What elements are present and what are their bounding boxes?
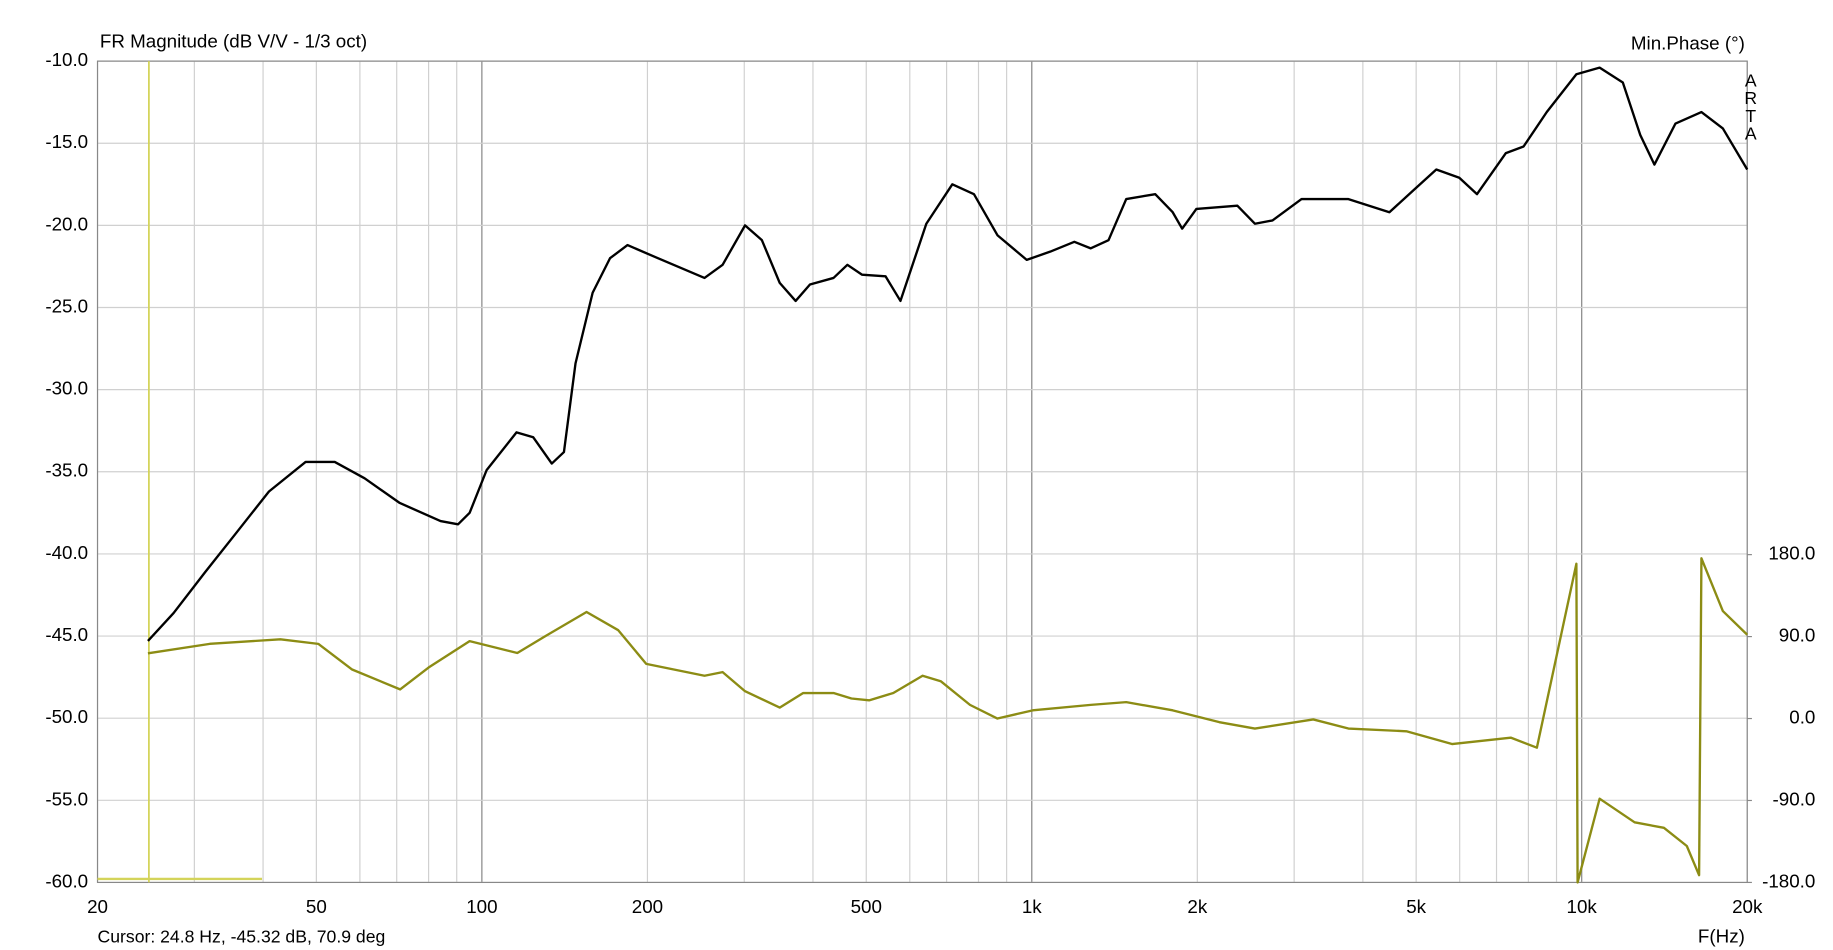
y2-tick-label: 0.0	[1789, 706, 1815, 727]
x-axis-label: F(Hz)	[1698, 926, 1745, 947]
x-tick-label: 1k	[1022, 896, 1042, 917]
x-tick-label: 20	[87, 896, 108, 917]
y2-tick-label: 90.0	[1779, 625, 1816, 646]
y2-tick-label: -180.0	[1762, 870, 1815, 891]
y-tick-label: -50.0	[45, 706, 88, 727]
y2-tick-label: 180.0	[1768, 543, 1815, 564]
y-tick-label: -55.0	[45, 788, 88, 809]
y-tick-label: -20.0	[45, 213, 88, 234]
watermark: ARTA	[1741, 71, 1761, 142]
y-tick-label: -60.0	[45, 870, 88, 891]
x-tick-label: 20k	[1732, 896, 1763, 917]
x-tick-label: 500	[851, 896, 882, 917]
x-tick-label: 5k	[1406, 896, 1426, 917]
series-line	[147, 557, 1749, 884]
grid	[96, 60, 1752, 884]
y-tick-label: -45.0	[45, 624, 88, 645]
x-tick-label: 2k	[1187, 896, 1207, 917]
x-tick-label: 200	[632, 896, 663, 917]
series-line	[147, 66, 1749, 642]
x-tick-label: 50	[306, 896, 327, 917]
x-tick-label: 100	[466, 896, 497, 917]
y-tick-label: -10.0	[45, 49, 88, 70]
chart-title: FR Magnitude (dB V/V - 1/3 oct)	[100, 30, 367, 51]
y-tick-label: -30.0	[45, 378, 88, 399]
y2-title: Min.Phase (°)	[1631, 33, 1745, 54]
y-tick-label: -25.0	[45, 295, 88, 316]
y-tick-label: -40.0	[45, 542, 88, 563]
y2-tick-label: -90.0	[1773, 788, 1816, 809]
plot-frame	[96, 60, 1748, 884]
cursor-readout: Cursor: 24.8 Hz, -45.32 dB, 70.9 deg	[98, 926, 386, 946]
y-tick-label: -35.0	[45, 460, 88, 481]
x-tick-label: 10k	[1567, 896, 1598, 917]
y-tick-label: -15.0	[45, 131, 88, 152]
plot	[147, 61, 1749, 884]
